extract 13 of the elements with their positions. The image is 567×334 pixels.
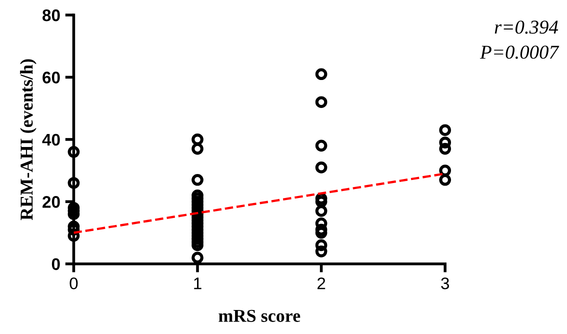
x-axis-title: mRS score: [218, 310, 300, 322]
y-tick-label: 60: [42, 72, 60, 84]
x-tick-label: 3: [441, 277, 449, 290]
text: r=0.394: [494, 20, 558, 34]
text: P=0.0007: [480, 46, 560, 59]
y-tick-label: 20: [42, 196, 60, 208]
y-tick-label: 80: [42, 9, 60, 22]
y-tick-label: 0: [52, 258, 60, 270]
y-axis-title: REM-AHI (events/h): [20, 59, 36, 220]
x-tick-label: 0: [70, 277, 78, 290]
x-tick-label: 1: [194, 278, 202, 290]
y-tick-label: 40: [42, 134, 60, 146]
x-tick-label: 2: [318, 277, 326, 290]
